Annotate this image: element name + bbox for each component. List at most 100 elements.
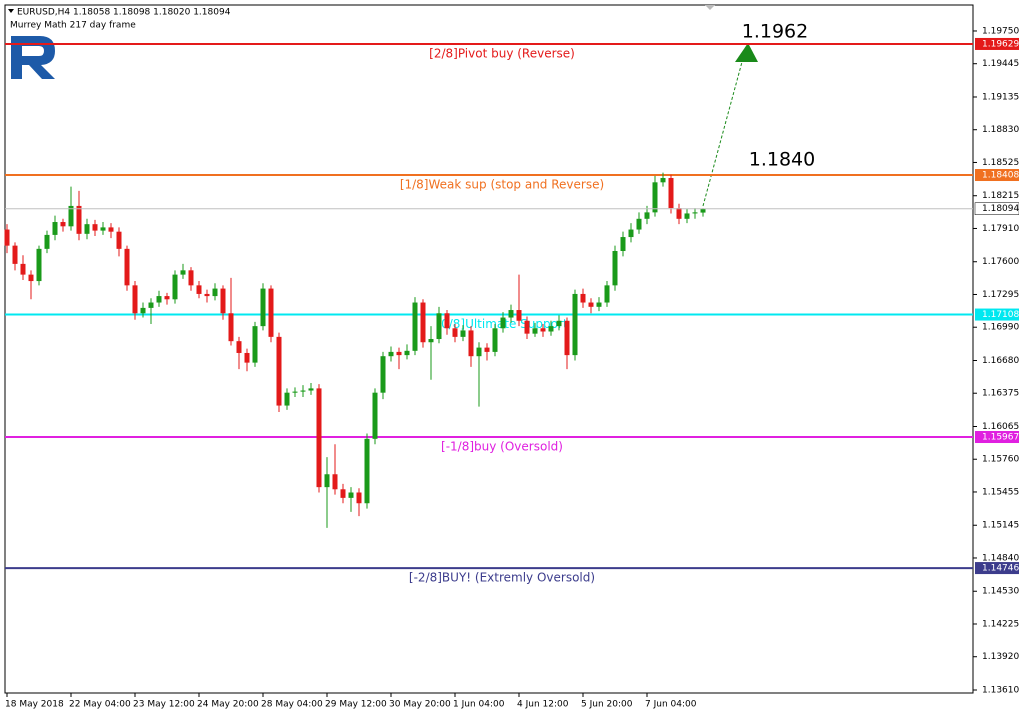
candle-body bbox=[148, 302, 154, 308]
y-tick-label: 1.13610 bbox=[982, 685, 1019, 695]
candle-body bbox=[180, 270, 186, 275]
candle-body bbox=[612, 251, 618, 286]
candle-body bbox=[572, 293, 578, 356]
level-label: [2/8]Pivot buy (Reverse) bbox=[429, 46, 575, 60]
candle-body bbox=[364, 438, 370, 504]
candle-body bbox=[492, 328, 498, 352]
candle-body bbox=[172, 274, 178, 300]
candle-body bbox=[500, 317, 506, 329]
candle-body bbox=[308, 388, 314, 391]
x-tick-label: 28 May 04:00 bbox=[261, 700, 323, 710]
candle-body bbox=[356, 492, 362, 504]
y-tick-label: 1.15145 bbox=[982, 521, 1019, 531]
shift-marker bbox=[705, 5, 715, 10]
candle-body bbox=[660, 178, 666, 183]
candle-body bbox=[404, 350, 410, 356]
candle-body bbox=[260, 288, 266, 327]
x-tick-label: 18 May 2018 bbox=[5, 700, 64, 710]
candle-body bbox=[380, 356, 386, 393]
candle-body bbox=[676, 208, 682, 219]
x-tick-label: 29 May 12:00 bbox=[325, 700, 387, 710]
candle-body bbox=[516, 310, 522, 321]
candle-body bbox=[652, 182, 658, 213]
candle-body bbox=[236, 341, 242, 353]
candle-body bbox=[28, 274, 34, 282]
candle-body bbox=[428, 339, 434, 343]
price-box-label: 1.14746 bbox=[982, 564, 1019, 574]
candle-body bbox=[252, 326, 258, 363]
y-tick-label: 1.16680 bbox=[982, 356, 1019, 366]
candle-body bbox=[108, 227, 114, 232]
price-box bbox=[975, 431, 1019, 444]
candle-body bbox=[588, 302, 594, 307]
candle-body bbox=[212, 288, 218, 297]
candle-body bbox=[300, 390, 306, 392]
candle-body bbox=[700, 208, 706, 213]
logo-stem bbox=[11, 42, 22, 79]
candle-body bbox=[348, 492, 354, 498]
candle-body bbox=[292, 391, 298, 393]
x-tick-label: 1 Jun 04:00 bbox=[453, 700, 505, 710]
candle-body bbox=[508, 310, 514, 318]
candle-body bbox=[484, 347, 490, 352]
candle-body bbox=[92, 224, 98, 231]
candle-body bbox=[36, 248, 42, 282]
candle-body bbox=[420, 302, 426, 343]
candle-body bbox=[396, 351, 402, 356]
x-tick-label: 30 May 20:00 bbox=[389, 700, 451, 710]
chart-subtitle: Murrey Math 217 day frame bbox=[10, 21, 136, 31]
candle-body bbox=[268, 288, 274, 337]
y-tick-label: 1.19135 bbox=[982, 92, 1019, 102]
candle-body bbox=[580, 293, 586, 303]
x-tick-label: 22 May 04:00 bbox=[69, 700, 131, 710]
y-tick-label: 1.14530 bbox=[982, 587, 1019, 597]
candle-body bbox=[372, 392, 378, 439]
candle-body bbox=[324, 474, 330, 488]
candle-body bbox=[116, 231, 122, 249]
price-box-label: 1.17108 bbox=[982, 310, 1019, 320]
menu-icon bbox=[8, 9, 14, 13]
candle-body bbox=[556, 320, 562, 327]
candle-body bbox=[452, 328, 458, 337]
candle-body bbox=[548, 326, 554, 332]
price-box-label: 1.18408 bbox=[982, 171, 1019, 181]
price-box-label: 1.15967 bbox=[982, 433, 1019, 443]
candle-body bbox=[20, 263, 26, 275]
current-price-label: 1.18094 bbox=[982, 204, 1019, 214]
candle-body bbox=[332, 474, 338, 490]
candle-body bbox=[284, 392, 290, 406]
logo bbox=[11, 36, 55, 79]
candle-body bbox=[604, 285, 610, 303]
y-tick-label: 1.13920 bbox=[982, 652, 1019, 662]
candle-body bbox=[340, 489, 346, 498]
level-label: [-1/8]buy (Oversold) bbox=[441, 440, 563, 454]
y-tick-label: 1.19445 bbox=[982, 59, 1019, 69]
candle-body bbox=[220, 288, 226, 314]
price-box bbox=[975, 37, 1019, 50]
candle-body bbox=[244, 352, 250, 363]
candle-body bbox=[412, 302, 418, 351]
candle-body bbox=[444, 313, 450, 329]
candle-body bbox=[692, 212, 698, 214]
x-tick-label: 7 Jun 04:00 bbox=[645, 700, 697, 710]
candle-body bbox=[468, 330, 474, 357]
candle-body bbox=[76, 205, 82, 234]
candle-body bbox=[60, 222, 66, 227]
candle-body bbox=[460, 330, 466, 337]
y-tick-label: 1.17910 bbox=[982, 224, 1019, 234]
candle-body bbox=[84, 224, 90, 234]
candle-body bbox=[476, 347, 482, 357]
y-tick-label: 1.18830 bbox=[982, 125, 1019, 135]
candle-body bbox=[540, 328, 546, 332]
candle-body bbox=[636, 218, 642, 230]
candle-body bbox=[164, 296, 170, 300]
candle-body bbox=[564, 320, 570, 356]
y-tick-label: 1.18525 bbox=[982, 158, 1019, 168]
candle-body bbox=[228, 313, 234, 342]
candle-body bbox=[644, 212, 650, 219]
level-label: [-2/8]BUY! (Extremly Oversold) bbox=[409, 571, 595, 585]
y-tick-label: 1.18215 bbox=[982, 191, 1019, 201]
forecast-arrowhead bbox=[735, 43, 758, 62]
candle-body bbox=[316, 388, 322, 488]
